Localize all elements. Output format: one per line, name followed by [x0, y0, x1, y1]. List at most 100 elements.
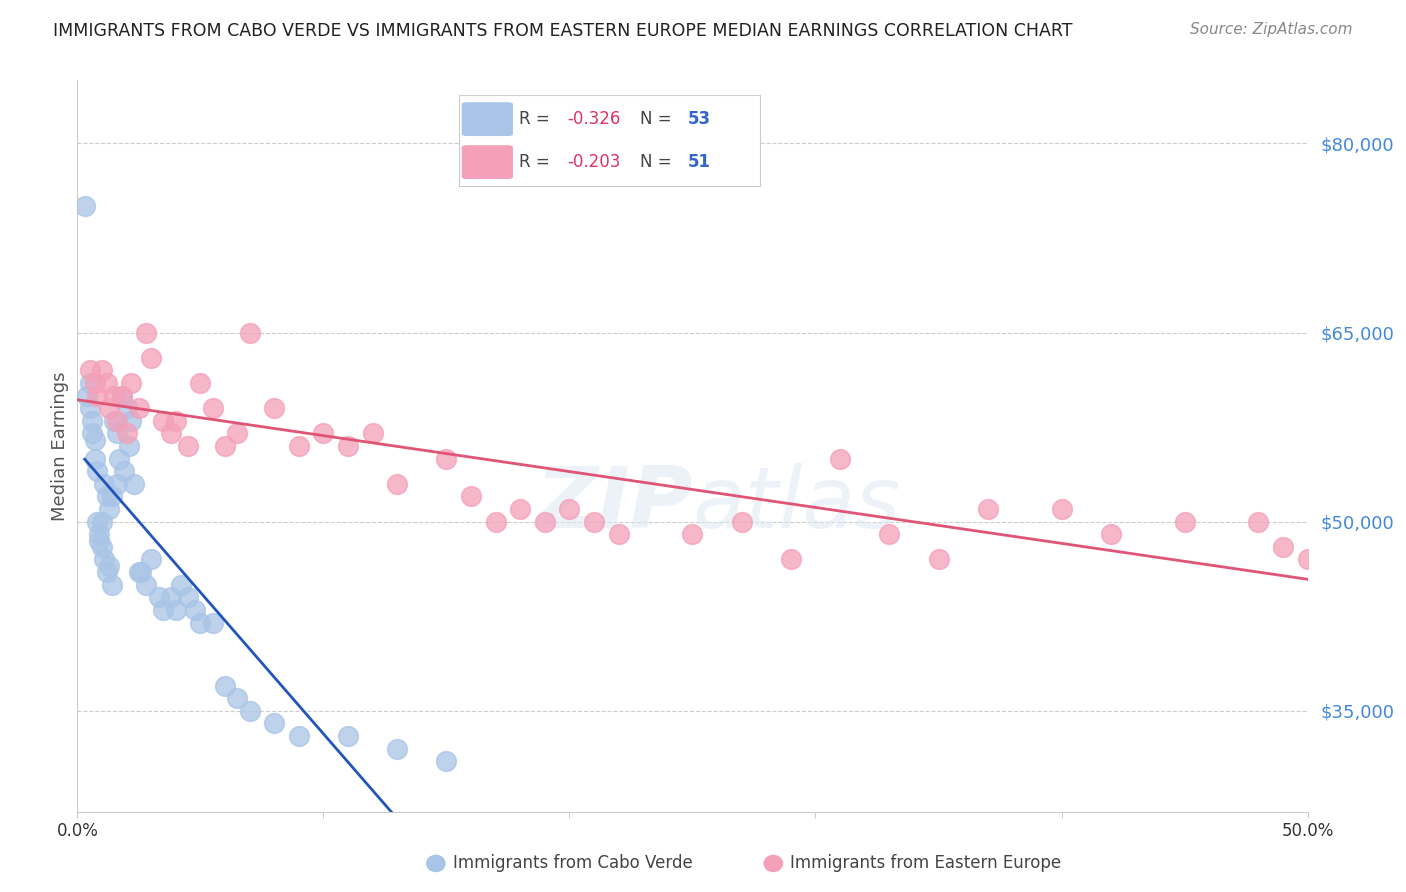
- Point: [977, 502, 1000, 516]
- Point: [83, 433, 105, 447]
- Point: [879, 527, 901, 541]
- Point: [135, 326, 157, 340]
- Point: [436, 451, 458, 466]
- Point: [387, 741, 409, 756]
- Point: [177, 439, 200, 453]
- Point: [928, 552, 950, 566]
- Point: [239, 326, 262, 340]
- Point: [90, 540, 114, 554]
- Point: [90, 363, 114, 377]
- Point: [98, 558, 121, 573]
- Point: [830, 451, 852, 466]
- Point: [165, 414, 187, 428]
- Point: [214, 679, 236, 693]
- Point: [76, 388, 98, 402]
- Point: [214, 439, 236, 453]
- Point: [128, 401, 150, 416]
- Point: [337, 729, 360, 743]
- Point: [1296, 552, 1319, 566]
- Point: [118, 439, 141, 453]
- Point: [112, 464, 135, 478]
- Point: [387, 476, 409, 491]
- Point: [135, 578, 157, 592]
- Point: [96, 376, 118, 390]
- Point: [263, 716, 285, 731]
- Point: [108, 451, 131, 466]
- Point: [115, 426, 138, 441]
- Point: [131, 565, 153, 579]
- Point: [731, 515, 754, 529]
- Point: [83, 376, 105, 390]
- Point: [190, 376, 212, 390]
- Point: [239, 704, 262, 718]
- Text: Source: ZipAtlas.com: Source: ZipAtlas.com: [1189, 22, 1353, 37]
- Point: [337, 439, 360, 453]
- Point: [111, 388, 132, 402]
- Point: [226, 691, 249, 706]
- Point: [73, 199, 96, 213]
- Point: [485, 515, 508, 529]
- Point: [86, 464, 108, 478]
- Point: [288, 439, 311, 453]
- Point: [82, 414, 104, 428]
- Y-axis label: Median Earnings: Median Earnings: [51, 371, 69, 521]
- Point: [105, 476, 128, 491]
- Point: [201, 401, 224, 416]
- Point: [263, 401, 285, 416]
- Point: [83, 451, 105, 466]
- Point: [111, 388, 132, 402]
- Point: [105, 414, 128, 428]
- Text: ZIP: ZIP: [534, 463, 693, 546]
- Point: [103, 414, 125, 428]
- Point: [288, 729, 311, 743]
- Point: [93, 552, 115, 566]
- Point: [98, 401, 121, 416]
- Point: [558, 502, 581, 516]
- Text: Immigrants from Cabo Verde: Immigrants from Cabo Verde: [453, 855, 693, 872]
- Point: [93, 476, 115, 491]
- Point: [509, 502, 531, 516]
- Point: [460, 490, 482, 504]
- Point: [226, 426, 249, 441]
- Point: [122, 476, 145, 491]
- Point: [148, 591, 170, 605]
- Point: [79, 401, 101, 416]
- Point: [105, 426, 128, 441]
- Point: [89, 527, 111, 541]
- Point: [96, 490, 118, 504]
- Text: atlas: atlas: [693, 463, 900, 546]
- Point: [101, 490, 124, 504]
- Point: [82, 426, 104, 441]
- Point: [1050, 502, 1073, 516]
- Point: [86, 515, 108, 529]
- Point: [141, 552, 163, 566]
- Point: [128, 565, 150, 579]
- Point: [780, 552, 803, 566]
- Point: [101, 578, 124, 592]
- Point: [583, 515, 606, 529]
- Point: [177, 591, 200, 605]
- Point: [160, 426, 183, 441]
- Point: [607, 527, 630, 541]
- Point: [361, 426, 384, 441]
- Point: [141, 351, 163, 365]
- Point: [86, 388, 108, 402]
- Point: [1174, 515, 1197, 529]
- Point: [436, 754, 458, 768]
- Point: [89, 533, 111, 548]
- Point: [190, 615, 212, 630]
- Point: [121, 376, 143, 390]
- Point: [96, 565, 118, 579]
- Text: IMMIGRANTS FROM CABO VERDE VS IMMIGRANTS FROM EASTERN EUROPE MEDIAN EARNINGS COR: IMMIGRANTS FROM CABO VERDE VS IMMIGRANTS…: [53, 22, 1073, 40]
- Point: [103, 388, 125, 402]
- Point: [682, 527, 704, 541]
- Point: [79, 376, 101, 390]
- Point: [98, 502, 121, 516]
- Point: [201, 615, 224, 630]
- Point: [312, 426, 335, 441]
- Point: [90, 515, 114, 529]
- Point: [170, 578, 193, 592]
- Point: [534, 515, 557, 529]
- Point: [152, 603, 174, 617]
- Point: [79, 363, 101, 377]
